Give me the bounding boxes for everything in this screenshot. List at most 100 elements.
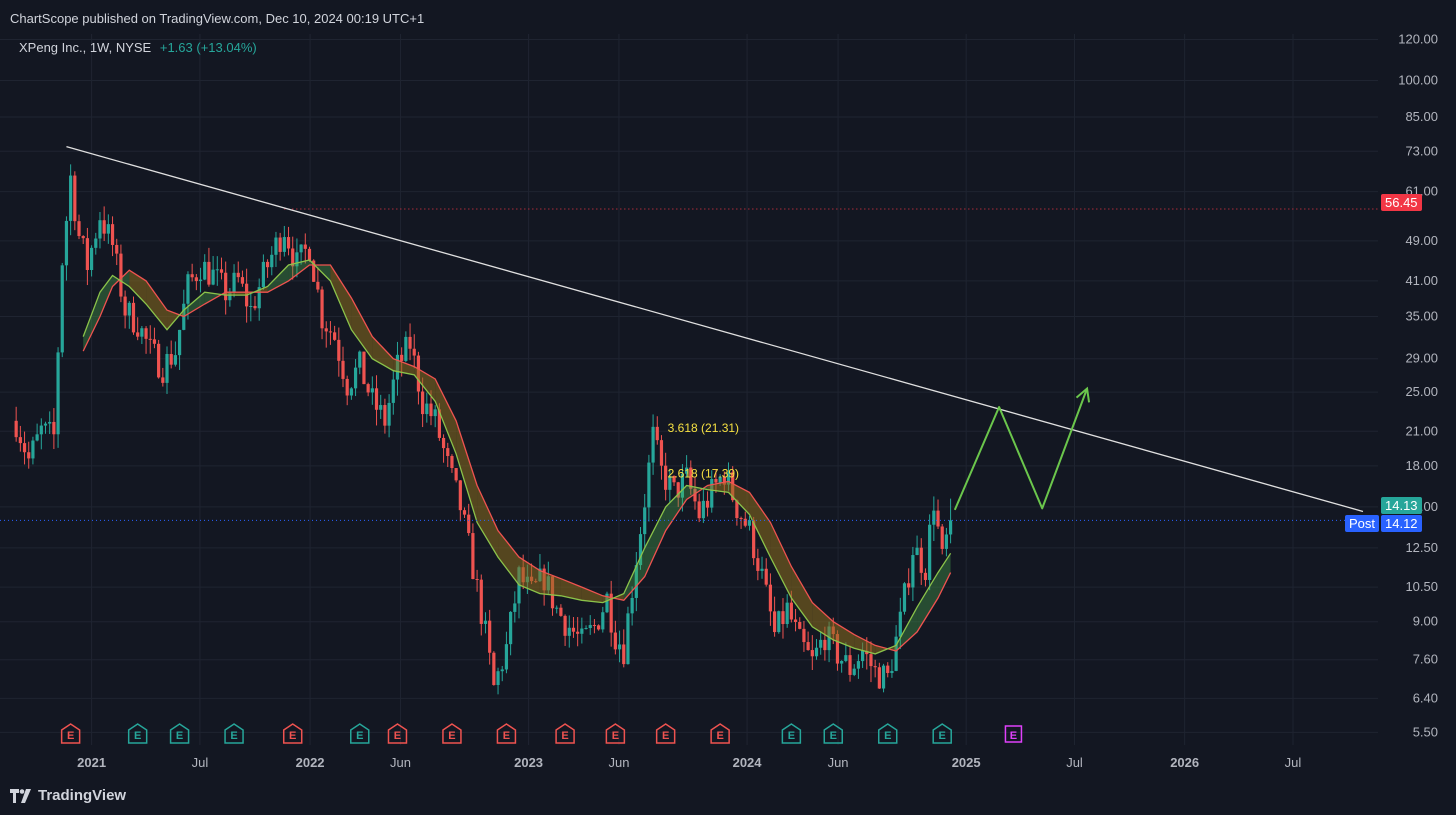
symbol-legend[interactable]: XPeng Inc., 1W, NYSE +1.63 (+13.04%) [19,40,257,55]
earnings-marker-letter: E [230,730,237,742]
candle-body [429,403,433,417]
candle-body [609,593,613,633]
candle-body [697,501,701,519]
candle-body [458,480,462,511]
grid-lines [0,34,1378,745]
candle-body [752,520,756,559]
candle-body [810,650,814,657]
candle-body [509,611,513,645]
earnings-marker[interactable]: E [282,723,303,744]
candle-body [127,302,131,316]
earnings-marker[interactable]: E [877,723,898,744]
ma-band-segment [435,378,457,454]
post-market-price-tag: 14.12 [1381,515,1422,532]
trendline [66,146,1364,513]
candle-body [312,260,316,282]
candle-body [743,518,747,526]
candle-body [563,615,567,636]
earnings-marker[interactable]: E [169,723,190,744]
time-tick-label: 2025 [952,755,981,770]
symbol-name: XPeng Inc., 1W, NYSE [19,40,152,55]
earnings-marker-letter: E [67,730,74,742]
tradingview-logo[interactable]: TradingView [10,787,126,804]
candle-body [739,518,743,520]
candle-body [467,514,471,534]
earnings-marker-frame [781,723,802,744]
earnings-marker-frame [442,723,462,744]
earnings-marker[interactable]: E [823,723,844,744]
earnings-marker-letter: E [134,730,141,742]
candle-body [27,452,31,459]
time-tick-label: Jun [828,755,849,770]
earnings-marker[interactable]: E [1004,725,1023,743]
candle-body [555,607,559,609]
candle-body [328,331,333,333]
candle-body [626,613,630,665]
earnings-marker[interactable]: E [932,723,952,744]
fib-extension-label: 3.618 (21.31) [668,421,739,435]
candle-body [219,269,224,273]
candle-body [877,667,881,689]
time-tick-label: Jul [1066,755,1083,770]
time-tick-label: Jul [1285,755,1302,770]
ma-band-segment [225,292,247,296]
earnings-marker-letter: E [176,730,183,742]
price-tick-label: 6.40 [1413,690,1438,705]
candle-body [865,650,869,655]
candle-body [35,434,39,441]
earnings-marker[interactable]: E [387,723,408,744]
candle-body [907,583,911,588]
price-tick-label: 10.50 [1405,579,1438,594]
earnings-marker[interactable]: E [655,723,676,744]
candle-body [123,296,127,316]
earnings-marker[interactable]: E [496,723,517,744]
price-tick-label: 85.00 [1405,109,1438,124]
candle-body [915,547,919,556]
candle-body [450,456,454,469]
candle-body [676,482,680,498]
earnings-marker[interactable]: E [555,723,575,744]
earnings-marker[interactable]: E [710,723,730,744]
price-tick-label: 35.00 [1405,308,1438,323]
candle-body [425,403,429,415]
ma-slow-line [82,264,952,652]
candle-body [144,328,148,339]
candle-body [421,391,425,415]
candle-body [592,625,597,627]
candle-body [433,409,437,417]
candle-body [286,237,291,249]
earnings-marker-letter: E [356,730,363,742]
earnings-marker[interactable]: E [127,723,148,744]
candle-body [773,611,777,633]
earnings-marker[interactable]: E [224,723,244,744]
candle-body [337,339,341,361]
earnings-marker-letter: E [612,730,619,742]
candle-body [441,437,446,449]
earnings-marker[interactable]: E [605,723,626,744]
candle-body [844,655,848,661]
candle-body [228,291,232,301]
candle-body [840,660,844,664]
candle-body [31,440,35,459]
earnings-marker[interactable]: E [781,723,802,744]
earnings-marker-letter: E [716,730,723,742]
candle-body [856,661,861,669]
candle-body [73,175,77,222]
earnings-marker-frame [387,723,408,744]
candle-body [161,377,165,383]
ma-band-segment [518,557,540,594]
candle-body [764,568,768,585]
candle-body [785,602,789,625]
earnings-marker[interactable]: E [350,723,370,744]
earnings-marker[interactable]: E [60,723,81,744]
earnings-marker-letter: E [939,730,946,742]
candle-body [664,465,668,490]
candle-body [584,628,588,630]
candle-body [944,534,949,549]
time-tick-label: 2023 [514,755,543,770]
ma-band-segment [146,280,168,330]
candle-body [802,628,806,643]
earnings-marker[interactable]: E [442,723,462,744]
candle-body [240,277,245,284]
